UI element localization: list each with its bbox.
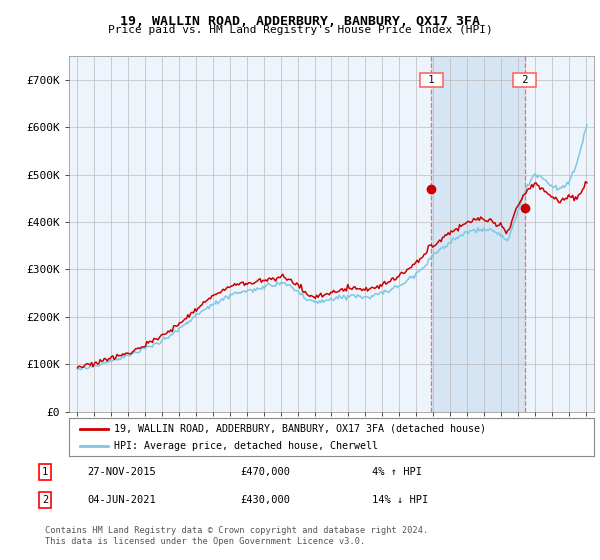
Text: 19, WALLIN ROAD, ADDERBURY, BANBURY, OX17 3FA (detached house): 19, WALLIN ROAD, ADDERBURY, BANBURY, OX1… bbox=[113, 423, 485, 433]
Text: 14% ↓ HPI: 14% ↓ HPI bbox=[372, 495, 428, 505]
Text: 04-JUN-2021: 04-JUN-2021 bbox=[87, 495, 156, 505]
Bar bbox=[431, 56, 525, 412]
Text: 27-NOV-2015: 27-NOV-2015 bbox=[87, 467, 156, 477]
Text: 2: 2 bbox=[515, 74, 534, 85]
Text: Price paid vs. HM Land Registry's House Price Index (HPI): Price paid vs. HM Land Registry's House … bbox=[107, 25, 493, 35]
Text: 1: 1 bbox=[422, 74, 441, 85]
Text: 1: 1 bbox=[42, 467, 48, 477]
Text: 19, WALLIN ROAD, ADDERBURY, BANBURY, OX17 3FA: 19, WALLIN ROAD, ADDERBURY, BANBURY, OX1… bbox=[120, 15, 480, 27]
Text: Contains HM Land Registry data © Crown copyright and database right 2024.
This d: Contains HM Land Registry data © Crown c… bbox=[45, 526, 428, 546]
Text: HPI: Average price, detached house, Cherwell: HPI: Average price, detached house, Cher… bbox=[113, 441, 377, 451]
Text: £430,000: £430,000 bbox=[240, 495, 290, 505]
Text: £470,000: £470,000 bbox=[240, 467, 290, 477]
Text: 2: 2 bbox=[42, 495, 48, 505]
Text: 4% ↑ HPI: 4% ↑ HPI bbox=[372, 467, 422, 477]
